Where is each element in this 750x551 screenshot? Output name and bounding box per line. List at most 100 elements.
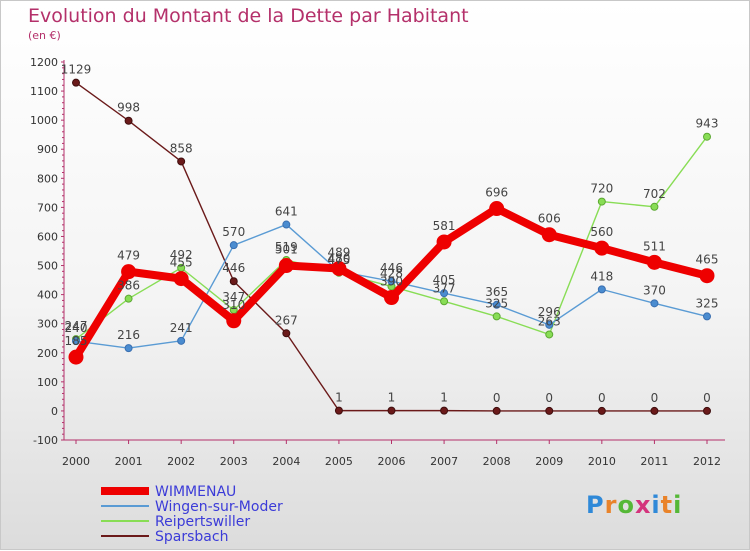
data-point <box>229 277 238 286</box>
logo-letter: P <box>586 491 605 519</box>
data-point <box>440 289 449 298</box>
proxiti-logo: Proxiti <box>586 491 682 519</box>
data-label: 390 <box>380 275 403 289</box>
y-tick-label: 600 <box>37 230 58 243</box>
series-line-sparsbach <box>75 81 708 412</box>
chart-title: Evolution du Montant de la Dette par Hab… <box>28 5 469 27</box>
data-label: 570 <box>222 225 245 239</box>
data-label: 455 <box>170 256 193 270</box>
data-label: 185 <box>65 334 88 348</box>
data-label: 325 <box>485 296 508 310</box>
data-label: 641 <box>275 205 298 219</box>
data-label: 511 <box>643 239 666 253</box>
data-label: 370 <box>643 283 666 297</box>
data-label: 475 <box>327 253 350 267</box>
data-label: 696 <box>485 186 508 200</box>
data-point <box>545 406 554 415</box>
data-label: 1 <box>388 391 396 405</box>
y-tick-label: 0 <box>51 405 58 418</box>
data-point <box>334 406 343 415</box>
data-label: 267 <box>275 313 298 327</box>
data-point <box>436 234 452 250</box>
y-tick-label: 100 <box>37 376 58 389</box>
data-label: 858 <box>170 141 193 155</box>
data-label: 310 <box>222 298 245 312</box>
data-point <box>650 299 659 308</box>
data-label: 0 <box>545 391 553 405</box>
data-point <box>72 337 80 346</box>
data-label: 296 <box>538 305 561 319</box>
data-point <box>72 78 80 87</box>
data-point <box>124 116 133 125</box>
data-label: 0 <box>703 391 711 405</box>
data-label: 1 <box>440 391 448 405</box>
y-tick-label: 300 <box>37 318 58 331</box>
y-tick-label: 700 <box>37 201 58 214</box>
logo-letter: x <box>634 491 652 519</box>
x-tick-label: 2012 <box>693 455 721 468</box>
data-point <box>545 320 554 329</box>
data-point <box>124 294 133 303</box>
data-label: 241 <box>170 321 193 335</box>
data-point <box>492 300 501 309</box>
data-label: 519 <box>275 240 298 254</box>
data-point <box>226 313 242 329</box>
data-label: 998 <box>117 101 140 115</box>
data-point <box>387 406 396 415</box>
data-point <box>597 197 606 206</box>
legend-label: Wingen-sur-Moder <box>155 499 283 515</box>
data-label: 0 <box>493 391 501 405</box>
data-point <box>545 330 554 339</box>
data-label: 446 <box>222 261 245 275</box>
y-tick-label: 1100 <box>30 85 58 98</box>
data-point <box>594 240 610 256</box>
x-tick-label: 2003 <box>220 455 248 468</box>
data-point <box>177 336 186 345</box>
data-point <box>331 260 347 276</box>
data-label: 377 <box>433 281 456 295</box>
y-tick-label: -100 <box>33 434 58 447</box>
y-tick-label: 500 <box>37 260 58 273</box>
data-point <box>440 406 449 415</box>
data-point <box>703 312 711 321</box>
data-label: 465 <box>696 253 719 267</box>
data-label: 263 <box>538 314 561 328</box>
data-point <box>703 406 711 415</box>
y-tick-label: 400 <box>37 289 58 302</box>
data-point <box>541 227 557 243</box>
data-label: 581 <box>433 219 456 233</box>
data-label: 492 <box>170 248 193 262</box>
data-label: 247 <box>65 319 88 333</box>
data-label: 560 <box>590 225 613 239</box>
data-label: 501 <box>275 243 298 257</box>
logo-letter: r <box>604 491 618 519</box>
data-point <box>278 258 294 274</box>
data-label: 702 <box>643 187 666 201</box>
y-tick-label: 1000 <box>30 114 58 127</box>
data-point <box>384 290 399 306</box>
data-label: 446 <box>380 261 403 275</box>
data-label: 479 <box>117 249 140 263</box>
data-point <box>703 132 711 141</box>
data-label: 606 <box>538 212 561 226</box>
legend-label: Sparsbach <box>155 529 228 545</box>
x-tick-label: 2008 <box>483 455 511 468</box>
data-label: 0 <box>598 391 606 405</box>
x-tick-label: 2007 <box>430 455 458 468</box>
data-point <box>597 285 606 294</box>
data-point <box>121 264 137 280</box>
logo-letter: i <box>651 491 661 519</box>
data-point <box>387 277 396 286</box>
data-point <box>68 349 84 365</box>
data-point <box>440 297 449 306</box>
data-label: 489 <box>327 245 350 259</box>
y-tick-label: 800 <box>37 172 58 185</box>
y-tick-label: 200 <box>37 347 58 360</box>
x-tick-label: 2000 <box>62 455 90 468</box>
data-label: 1129 <box>61 63 92 77</box>
data-point <box>650 202 659 211</box>
y-tick-label: 1200 <box>30 56 58 69</box>
data-point <box>282 220 291 229</box>
data-label: 418 <box>590 269 613 283</box>
